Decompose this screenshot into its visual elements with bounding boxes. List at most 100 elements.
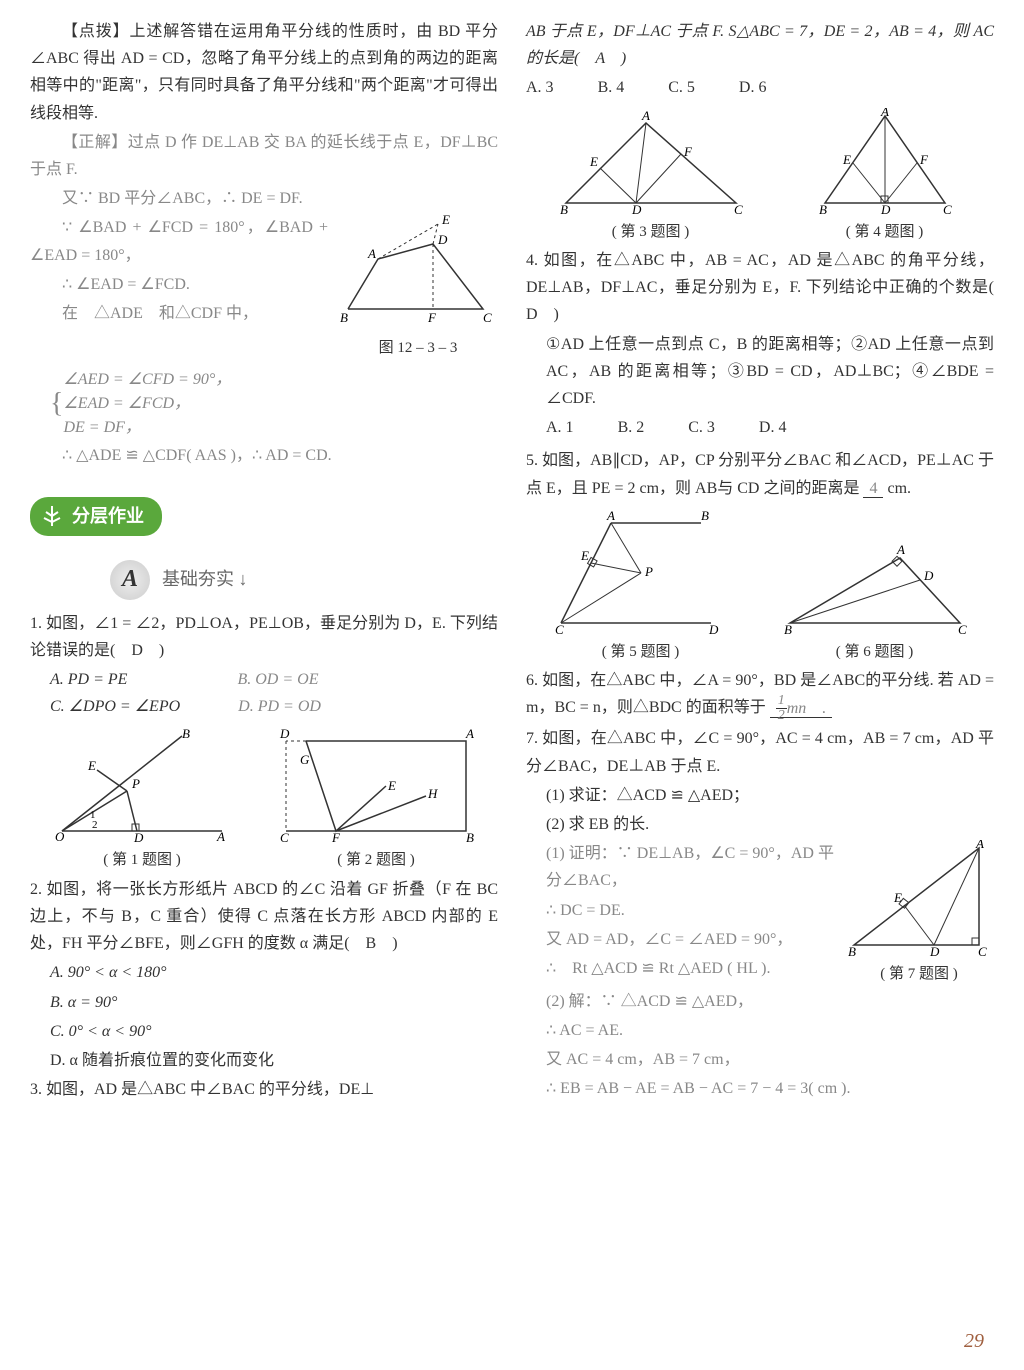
q4: 4. 如图，在△ABC 中，AB = AC，AD 是△ABC 的角平分线，DE⊥… bbox=[526, 247, 994, 329]
svg-text:D: D bbox=[923, 568, 934, 583]
svg-text:F: F bbox=[427, 310, 437, 325]
zhengjie-block: ∵ ∠BAD + ∠FCD = 180°，∠BAD + ∠EAD = 180°，… bbox=[30, 214, 328, 329]
q2: 2. 如图，将一张长方形纸片 ABCD 的∠C 沿着 GF 折叠（F 在 BC … bbox=[30, 876, 498, 958]
q1-a: A. PD = PE bbox=[50, 666, 127, 693]
q4-choices: A. 1 B. 2 C. 3 D. 4 bbox=[546, 414, 994, 441]
q4-opts: ①AD 上任意一点到点 C，B 的距离相等；②AD 上任意一点到 AC，AB 的… bbox=[546, 331, 994, 413]
page-number: 29 bbox=[964, 1324, 984, 1358]
fig-4: A B C D E F ( 第 4 题图 ) bbox=[805, 108, 965, 246]
svg-text:A: A bbox=[465, 726, 474, 741]
svg-text:E: E bbox=[441, 214, 450, 227]
zj-l5: 在 △ADE 和△CDF 中， bbox=[30, 300, 328, 327]
svg-text:A: A bbox=[896, 542, 905, 557]
plant-icon bbox=[40, 504, 64, 528]
zj-l3: ∵ ∠BAD + ∠FCD = 180°，∠BAD + ∠EAD = 180°， bbox=[30, 214, 328, 268]
zhengjie-1: 【正解】过点 D 作 DE⊥AB 交 BA 的延长线于点 E，DF⊥BC 于点 … bbox=[30, 129, 498, 183]
q7-part1: (1) 求证：△ACD ≌ △AED； bbox=[546, 782, 994, 809]
svg-text:E: E bbox=[387, 778, 396, 793]
q7p2: ∴ DC = DE. bbox=[546, 897, 834, 924]
q4-d: D. 4 bbox=[759, 414, 787, 441]
svg-text:G: G bbox=[300, 752, 310, 767]
level-header: A 基础夯实 ↓ bbox=[110, 560, 498, 600]
q1-d: D. PD = OD bbox=[238, 693, 321, 720]
fig-12-3-3-caption: 图 12 – 3 – 3 bbox=[338, 336, 498, 362]
svg-text:D: D bbox=[133, 830, 144, 845]
svg-text:C: C bbox=[483, 310, 492, 325]
q3-b: B. 4 bbox=[598, 74, 625, 101]
q7-part2: (2) 求 EB 的长. bbox=[546, 811, 994, 838]
q1: 1. 如图，∠1 = ∠2，PD⊥OA，PE⊥OB，垂足分别为 D，E. 下列结… bbox=[30, 610, 498, 664]
q7p3: 又 AD = AD，∠C = ∠AED = 90°， bbox=[546, 926, 834, 953]
svg-text:E: E bbox=[87, 758, 96, 773]
svg-text:D: D bbox=[708, 622, 719, 637]
fig-1: O A B P D E 1 2 ( 第 1 题图 ) bbox=[52, 726, 232, 874]
q1-c: C. ∠DPO = ∠EPO bbox=[50, 693, 180, 720]
svg-text:B: B bbox=[466, 830, 474, 845]
svg-text:D: D bbox=[437, 232, 448, 247]
q1-row1: A. PD = PE B. OD = OE bbox=[50, 666, 498, 693]
q4-b: B. 2 bbox=[618, 414, 645, 441]
svg-text:A: A bbox=[975, 840, 984, 851]
q6-answer: 12mn . bbox=[770, 700, 833, 718]
svg-text:A: A bbox=[216, 829, 225, 844]
svg-text:F: F bbox=[683, 144, 693, 159]
svg-text:O: O bbox=[55, 829, 65, 844]
q7: 7. 如图，在△ABC 中，∠C = 90°，AC = 4 cm，AB = 7 … bbox=[526, 725, 994, 779]
fig5-caption: ( 第 5 题图 ) bbox=[551, 640, 731, 666]
svg-text:B: B bbox=[560, 202, 568, 217]
svg-text:D: D bbox=[880, 202, 891, 217]
svg-text:B: B bbox=[182, 726, 190, 741]
section-badge: 分层作业 bbox=[30, 497, 162, 536]
q6: 6. 如图，在△ABC 中，∠A = 90°，BD 是∠ABC的平分线. 若 A… bbox=[526, 667, 994, 723]
q7p7: 又 AC = 4 cm，AB = 7 cm， bbox=[546, 1046, 994, 1073]
svg-text:C: C bbox=[958, 622, 967, 637]
q2-d: D. α 随着折痕位置的变化而变化 bbox=[50, 1047, 498, 1074]
fig2-caption: ( 第 2 题图 ) bbox=[276, 848, 476, 874]
q7p4: ∴ Rt △ACD ≌ Rt △AED ( HL ). bbox=[546, 955, 834, 982]
q3-c: C. 5 bbox=[668, 74, 695, 101]
svg-text:D: D bbox=[279, 726, 290, 741]
q2-b: B. α = 90° bbox=[50, 989, 498, 1016]
q7-proof-block: (1) 证明：∵ DE⊥AB，∠C = 90°，AD 平分∠BAC， ∴ DC … bbox=[546, 840, 834, 984]
svg-text:A: A bbox=[606, 508, 615, 523]
fig6-caption: ( 第 6 题图 ) bbox=[780, 640, 970, 666]
zhengjie-2: 又∵ BD 平分∠ABC，∴ DE = DF. bbox=[30, 185, 498, 212]
svg-text:E: E bbox=[580, 548, 589, 563]
fig-2: D A C B F G E H ( 第 2 题图 ) bbox=[276, 726, 476, 874]
q1-b: B. OD = OE bbox=[237, 666, 318, 693]
q2-c: C. 0° < α < 90° bbox=[50, 1018, 498, 1045]
q3-d: D. 6 bbox=[739, 74, 767, 101]
svg-text:2: 2 bbox=[92, 819, 98, 831]
fig-7: A B C D E ( 第 7 题图 ) bbox=[844, 840, 994, 988]
svg-text:C: C bbox=[555, 622, 564, 637]
svg-text:P: P bbox=[644, 564, 653, 579]
svg-text:C: C bbox=[943, 202, 952, 217]
fig4-caption: ( 第 4 题图 ) bbox=[805, 220, 965, 246]
svg-text:B: B bbox=[340, 310, 348, 325]
q3: 3. 如图，AD 是△ABC 中∠BAC 的平分线，DE⊥ bbox=[30, 1076, 498, 1103]
fig-12-3-3: B C F A D E 图 12 – 3 – 3 bbox=[338, 214, 498, 362]
fig-row-3-4: A B C D E F ( 第 3 题图 ) A B C D E F bbox=[526, 108, 994, 246]
svg-text:C: C bbox=[734, 202, 743, 217]
svg-text:A: A bbox=[880, 108, 889, 119]
zj-conclusion: ∴ △ADE ≌ △CDF( AAS )，∴ AD = CD. bbox=[30, 442, 498, 469]
q7p1: (1) 证明：∵ DE⊥AB，∠C = 90°，AD 平分∠BAC， bbox=[546, 840, 834, 894]
fig-row-5-6: A B C D P E ( 第 5 题图 ) A B C D ( 第 6 题图 … bbox=[526, 508, 994, 666]
svg-text:F: F bbox=[919, 152, 929, 167]
svg-text:A: A bbox=[641, 108, 650, 123]
left-column: 【点拨】上述解答错在运用角平分线的性质时，由 BD 平分∠ABC 得出 AD =… bbox=[30, 18, 498, 1360]
fig3-caption: ( 第 3 题图 ) bbox=[556, 220, 746, 246]
svg-text:A: A bbox=[367, 246, 376, 261]
q4-a: A. 1 bbox=[546, 414, 574, 441]
right-column: AB 于点 E，DF⊥AC 于点 F. S△ABC = 7，DE = 2，AB … bbox=[526, 18, 994, 1360]
sys-2: ∠EAD = ∠FCD， bbox=[63, 392, 231, 416]
section-label: 分层作业 bbox=[72, 501, 144, 532]
svg-text:E: E bbox=[893, 890, 902, 905]
svg-text:D: D bbox=[929, 944, 940, 959]
fig7-caption: ( 第 7 题图 ) bbox=[844, 962, 994, 988]
q1-row2: C. ∠DPO = ∠EPO D. PD = OD bbox=[50, 693, 498, 720]
svg-text:C: C bbox=[280, 830, 289, 845]
sys-1: ∠AED = ∠CFD = 90°， bbox=[63, 368, 231, 392]
svg-text:D: D bbox=[631, 202, 642, 217]
q3-choices: A. 3 B. 4 C. 5 D. 6 bbox=[526, 74, 994, 101]
